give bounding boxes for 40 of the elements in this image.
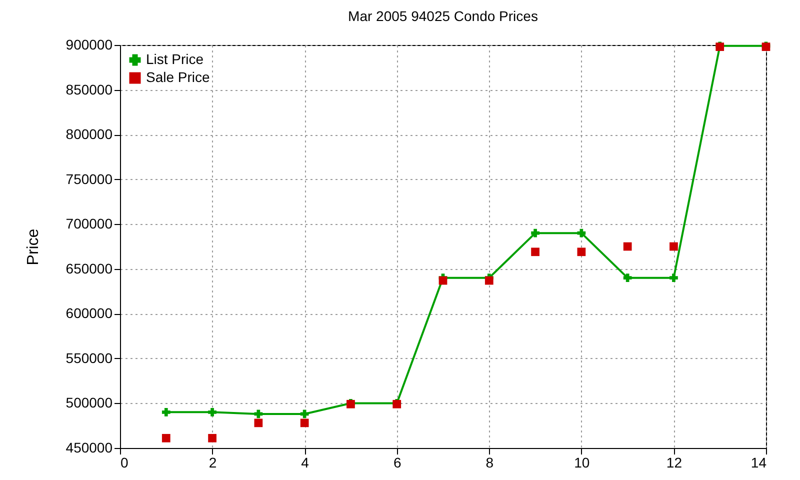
x-tick-label: 14 xyxy=(750,454,767,470)
x-tick-label: 6 xyxy=(393,454,402,470)
y-axis-title: Price xyxy=(24,228,42,266)
point xyxy=(208,434,216,442)
x-tick-label: 0 xyxy=(120,454,128,470)
point xyxy=(162,408,170,416)
point xyxy=(254,410,263,418)
point xyxy=(670,274,678,282)
point xyxy=(577,248,586,256)
y-tick-label: 450000 xyxy=(66,440,113,456)
y-tick-label: 900000 xyxy=(66,36,113,52)
y-tick-label: 750000 xyxy=(66,170,113,187)
x-tick-label: 10 xyxy=(574,454,590,470)
chart-title: Mar 2005 94025 Condo Prices xyxy=(348,8,538,24)
y-tick-label: 500000 xyxy=(66,394,113,411)
point xyxy=(670,242,678,251)
x-tick-label: 8 xyxy=(486,454,494,470)
point xyxy=(484,276,494,285)
point xyxy=(300,418,309,428)
x-tick-label: 2 xyxy=(208,454,217,470)
legend-label: Sale Price xyxy=(146,69,210,85)
point xyxy=(300,410,309,418)
point xyxy=(438,276,448,285)
point xyxy=(254,418,263,428)
y-tick-label: 650000 xyxy=(66,260,113,276)
y-tick-label: 850000 xyxy=(66,81,113,98)
x-tick-label: 4 xyxy=(301,454,310,470)
y-tick-label: 550000 xyxy=(66,350,113,366)
legend-label: List Price xyxy=(146,51,204,67)
point xyxy=(531,228,540,238)
point xyxy=(623,274,632,282)
point xyxy=(623,242,632,251)
y-tick-label: 700000 xyxy=(66,216,113,232)
y-tick-label: 800000 xyxy=(66,126,113,142)
x-tick-label: 12 xyxy=(666,454,682,470)
point xyxy=(577,228,586,238)
point xyxy=(162,434,170,442)
y-tick-label: 600000 xyxy=(66,305,113,322)
point xyxy=(208,408,216,416)
point xyxy=(531,248,540,256)
